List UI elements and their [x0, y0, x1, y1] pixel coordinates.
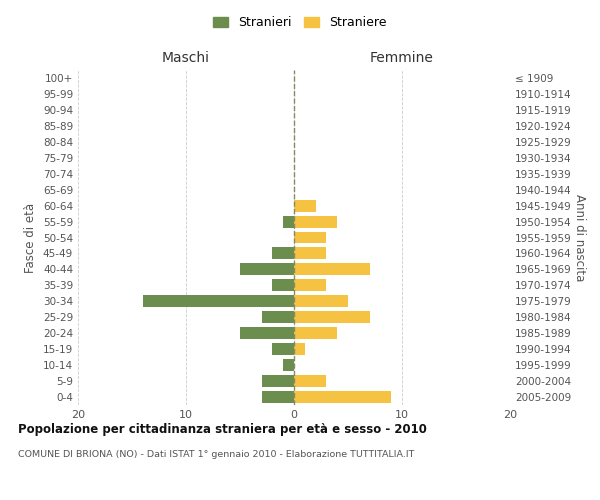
Bar [262, 391, 294, 403]
Bar [272, 280, 294, 291]
Bar [262, 312, 294, 323]
Legend: Stranieri, Straniere: Stranieri, Straniere [208, 11, 392, 34]
Y-axis label: Fasce di età: Fasce di età [25, 202, 37, 272]
Bar [294, 375, 326, 387]
Bar [262, 375, 294, 387]
Bar [240, 327, 294, 339]
Bar [294, 248, 326, 260]
Bar [283, 359, 294, 371]
Bar [272, 343, 294, 355]
Y-axis label: Anni di nascita: Anni di nascita [572, 194, 586, 281]
Text: Maschi: Maschi [162, 51, 210, 65]
Bar [272, 248, 294, 260]
Bar [294, 280, 326, 291]
Bar [294, 391, 391, 403]
Bar [294, 264, 370, 276]
Bar [294, 312, 370, 323]
Bar [240, 264, 294, 276]
Bar [143, 296, 294, 308]
Text: Femmine: Femmine [370, 51, 434, 65]
Bar [283, 216, 294, 228]
Bar [294, 216, 337, 228]
Text: Popolazione per cittadinanza straniera per età e sesso - 2010: Popolazione per cittadinanza straniera p… [18, 422, 427, 436]
Bar [294, 296, 348, 308]
Bar [294, 327, 337, 339]
Bar [294, 343, 305, 355]
Text: COMUNE DI BRIONA (NO) - Dati ISTAT 1° gennaio 2010 - Elaborazione TUTTITALIA.IT: COMUNE DI BRIONA (NO) - Dati ISTAT 1° ge… [18, 450, 415, 459]
Bar [294, 200, 316, 211]
Bar [294, 232, 326, 243]
